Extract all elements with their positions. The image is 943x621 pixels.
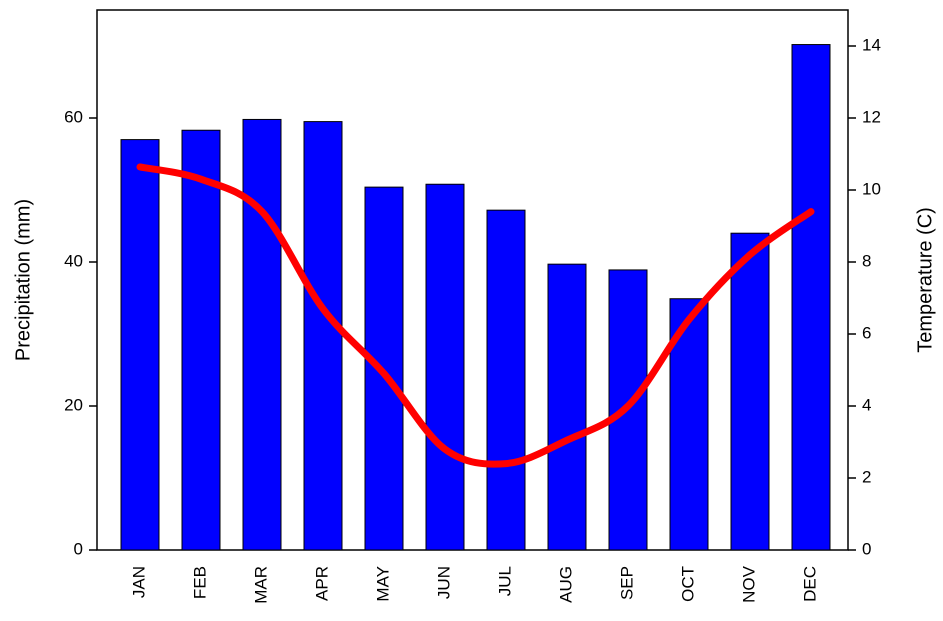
x-tick-label: JUL — [495, 566, 514, 596]
y2-tick-label: 4 — [862, 395, 871, 414]
x-tick-label: MAR — [251, 566, 270, 604]
y2-axis-label: Temperature (C) — [914, 207, 936, 353]
bar — [669, 298, 709, 551]
x-tick-label: SEP — [617, 566, 636, 600]
y2-tick-label: 10 — [862, 179, 881, 198]
y2-tick-label: 12 — [862, 107, 881, 126]
x-tick-label: MAY — [373, 566, 392, 602]
y2-tick-label: 8 — [862, 251, 871, 270]
x-tick-label: DEC — [800, 566, 819, 602]
temperature-line — [136, 163, 815, 468]
plot-frame — [96, 9, 849, 551]
bar — [486, 209, 526, 551]
bar — [425, 183, 465, 551]
y-tick-label: 60 — [64, 107, 83, 126]
x-tick-label: APR — [312, 566, 331, 601]
y-tick-label: 20 — [64, 395, 83, 414]
bar — [730, 232, 770, 551]
y-tick-label: 0 — [74, 539, 83, 558]
x-tick-label: JAN — [129, 566, 148, 598]
bar — [181, 129, 221, 551]
y2-tick-label: 6 — [862, 323, 871, 342]
x-tick-label: AUG — [556, 566, 575, 603]
y2-tick-label: 0 — [862, 539, 871, 558]
x-tick-label: NOV — [739, 565, 758, 603]
y2-tick-label: 2 — [862, 467, 871, 486]
bar — [303, 121, 343, 551]
y-axis-label: Precipitation (mm) — [12, 199, 34, 361]
x-tick-label: FEB — [190, 566, 209, 599]
y-tick-label: 40 — [64, 251, 83, 270]
bar — [791, 44, 831, 551]
bar — [547, 263, 587, 551]
x-tick-label: JUN — [434, 566, 453, 599]
bar — [242, 118, 282, 551]
x-tick-label: OCT — [678, 566, 697, 602]
y2-tick-label: 14 — [862, 35, 881, 54]
bar — [120, 139, 160, 551]
